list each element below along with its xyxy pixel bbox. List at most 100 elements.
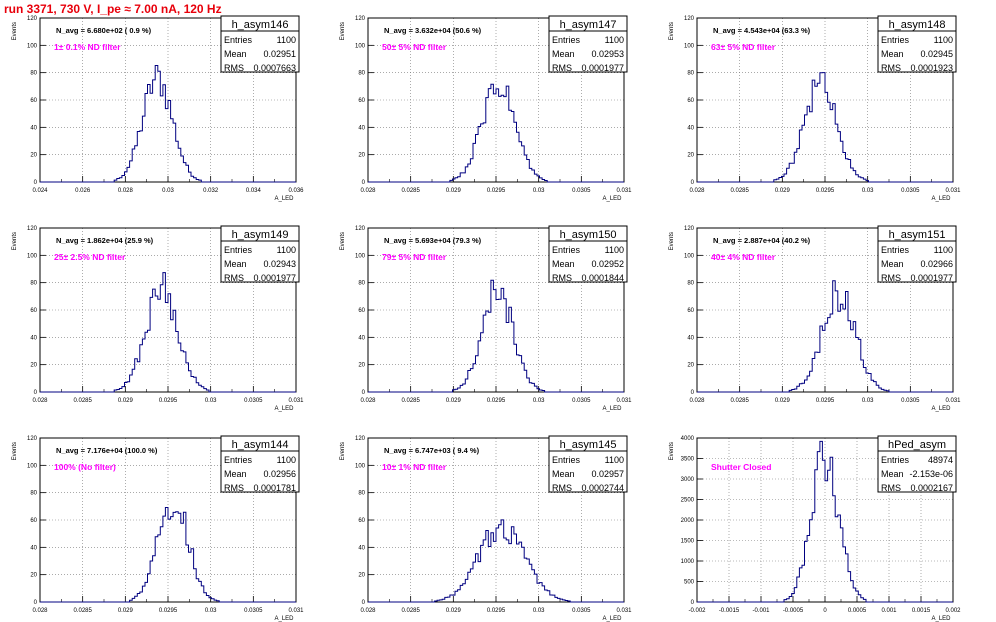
navg-label: N_avg = 7.176e+04 (100.0 %)	[56, 446, 158, 455]
y-axis-label: Events	[12, 442, 18, 460]
histogram-panel: 0.028 0.0285 0.029 0.0295 0.03 0.0305 0.031 0 20…	[340, 15, 632, 202]
stats-label: RMS	[552, 483, 572, 493]
histogram-panel: 0.028 0.0285 0.029 0.0295 0.03 0.0305 0.031 0 20…	[669, 225, 961, 412]
x-tick-label: 0.03	[162, 188, 174, 194]
stats-label: Entries	[224, 35, 253, 45]
stats-value: 0.02952	[591, 259, 624, 269]
y-tick-label: 40	[30, 125, 37, 131]
y-tick-label: 80	[687, 71, 694, 77]
histogram-line	[697, 280, 953, 393]
stats-value: 1100	[277, 35, 296, 45]
x-tick-label: 0.026	[75, 188, 91, 194]
histogram-name: h_asym150	[560, 229, 617, 241]
y-axis-label: Events	[669, 22, 675, 40]
y-tick-label: 120	[27, 16, 38, 22]
y-tick-label: 500	[684, 580, 695, 586]
y-tick-label: 0	[691, 390, 695, 396]
stats-label: Mean	[224, 49, 247, 59]
x-tick-label: 0.0295	[487, 398, 506, 404]
y-tick-label: 3500	[681, 457, 695, 463]
y-tick-label: 60	[30, 98, 37, 104]
x-tick-label: 0.0285	[401, 398, 420, 404]
stats-box	[220, 15, 300, 73]
stats-label: Entries	[552, 35, 581, 45]
histogram-line	[368, 83, 624, 183]
y-tick-label: 0	[362, 390, 366, 396]
stats-label: Mean	[552, 469, 575, 479]
histogram-line	[368, 279, 624, 393]
stats-label: Mean	[224, 469, 247, 479]
x-axis-label: A_LED	[602, 616, 622, 622]
stats-value: 0.02953	[591, 49, 624, 59]
stats-box	[877, 225, 957, 283]
y-tick-label: 60	[687, 308, 694, 314]
y-tick-label: 20	[687, 363, 694, 369]
y-tick-label: 20	[358, 363, 365, 369]
y-tick-label: 40	[358, 335, 365, 341]
y-tick-label: 40	[687, 335, 694, 341]
x-tick-label: 0.0305	[244, 608, 263, 614]
y-axis-label: Events	[669, 442, 675, 460]
x-tick-label: 0.029	[775, 398, 791, 404]
x-tick-label: 0.028	[360, 398, 376, 404]
y-tick-label: 20	[30, 363, 37, 369]
stats-label: Mean	[552, 49, 575, 59]
x-tick-label: 0.031	[616, 398, 632, 404]
x-axis-label: A_LED	[274, 406, 294, 412]
stats-label: RMS	[881, 63, 901, 73]
y-tick-label: 120	[355, 226, 366, 232]
y-axis-label: Events	[340, 442, 346, 460]
x-tick-label: 0.03	[862, 398, 874, 404]
y-tick-label: 120	[27, 226, 38, 232]
x-tick-label: 0.028	[118, 188, 134, 194]
x-axis-label: A_LED	[602, 406, 622, 412]
x-tick-label: 0.0295	[487, 188, 506, 194]
x-tick-label: 0.0295	[816, 398, 835, 404]
y-tick-label: 20	[30, 153, 37, 159]
stats-label: RMS	[552, 273, 572, 283]
histogram-panel: 0.028 0.0285 0.029 0.0295 0.03 0.0305 0.031 0 20…	[669, 15, 961, 202]
navg-label: N_avg = 1.862e+04 (25.9 %)	[56, 236, 154, 245]
stats-label: Entries	[224, 245, 253, 255]
stats-box	[220, 435, 300, 493]
histogram-line	[697, 72, 953, 183]
stats-box	[877, 15, 957, 73]
x-tick-label: 0.031	[288, 398, 304, 404]
y-tick-label: 120	[27, 436, 38, 442]
x-tick-label: 0.0305	[572, 188, 591, 194]
stats-value: 0.0001781	[253, 483, 296, 493]
stats-value: 48974	[928, 455, 953, 465]
x-tick-label: 0.031	[288, 608, 304, 614]
y-tick-label: 100	[355, 43, 366, 49]
x-tick-label: 0.029	[118, 608, 134, 614]
y-tick-label: 80	[30, 281, 37, 287]
histogram-panel: 0.028 0.0285 0.029 0.0295 0.03 0.0305 0.031 0 20…	[12, 435, 304, 622]
x-tick-label: 0.034	[246, 188, 262, 194]
histogram-panel: 0.028 0.0285 0.029 0.0295 0.03 0.0305 0.031 0 20…	[340, 435, 632, 622]
x-axis-label: A_LED	[602, 196, 622, 202]
y-axis-label: Events	[12, 232, 18, 250]
stats-value: 1100	[605, 245, 624, 255]
histogram-name: h_asym147	[560, 19, 617, 31]
y-tick-label: 60	[687, 98, 694, 104]
x-tick-label: 0.0305	[572, 398, 591, 404]
y-tick-label: 100	[27, 463, 38, 469]
stats-value: 0.0001977	[910, 273, 953, 283]
x-tick-label: 0.03	[533, 398, 545, 404]
stats-value: 0.02956	[263, 469, 296, 479]
histogram-panel: 0.028 0.0285 0.029 0.0295 0.03 0.0305 0.031 0 20…	[340, 225, 632, 412]
stats-label: Mean	[552, 259, 575, 269]
y-tick-label: 100	[684, 43, 695, 49]
filter-label: Shutter Closed	[711, 462, 771, 472]
y-tick-label: 2000	[681, 518, 695, 524]
y-tick-label: 40	[687, 125, 694, 131]
stats-label: Mean	[881, 49, 904, 59]
x-tick-label: 0.029	[446, 608, 462, 614]
stats-value: 0.0001923	[910, 63, 953, 73]
y-tick-label: 120	[684, 226, 695, 232]
y-tick-label: 120	[684, 16, 695, 22]
histogram-name: hPed_asym	[888, 439, 946, 451]
x-tick-label: 0.0285	[73, 608, 92, 614]
x-axis-label: A_LED	[931, 406, 951, 412]
